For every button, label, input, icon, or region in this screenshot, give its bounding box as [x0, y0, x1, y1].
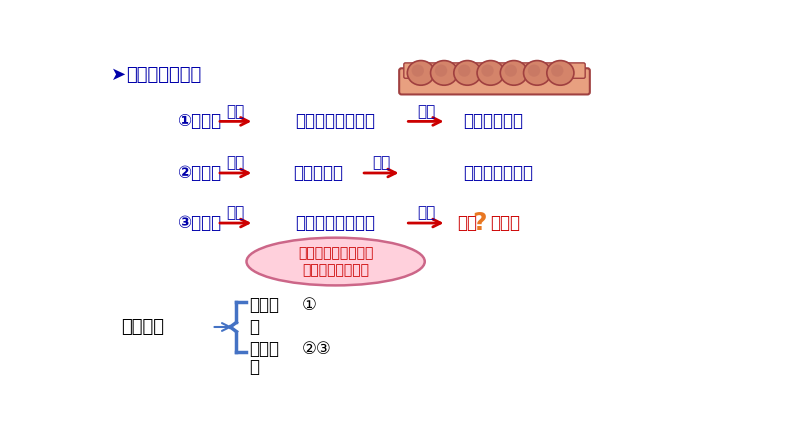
- Text: 胰腺不分泋胰液: 胰腺不分泋胰液: [464, 164, 534, 182]
- Text: 切除通向该段小肠的: 切除通向该段小肠的: [298, 246, 373, 260]
- Text: 结果: 结果: [417, 104, 435, 119]
- Text: 泋胰液: 泋胰液: [490, 214, 520, 232]
- Ellipse shape: [435, 64, 447, 77]
- Ellipse shape: [411, 64, 424, 77]
- Text: ：: ：: [249, 358, 259, 376]
- FancyBboxPatch shape: [399, 68, 590, 94]
- Text: 结果: 结果: [417, 206, 435, 220]
- Text: ③稀盐酸: ③稀盐酸: [177, 214, 221, 232]
- Ellipse shape: [454, 61, 481, 85]
- Text: ②③: ②③: [302, 340, 331, 358]
- Text: ：: ：: [249, 318, 259, 336]
- Text: 狗的血液中: 狗的血液中: [293, 164, 343, 182]
- Text: 对照组: 对照组: [249, 296, 279, 314]
- Text: ②稀盐酸: ②稀盐酸: [177, 164, 221, 182]
- Text: 胰腺分泋胰液: 胰腺分泋胰液: [464, 112, 523, 131]
- Ellipse shape: [246, 238, 425, 286]
- Ellipse shape: [481, 64, 494, 77]
- Text: 结果: 结果: [372, 156, 391, 170]
- Ellipse shape: [528, 64, 540, 77]
- Text: 沃泰默的实验：: 沃泰默的实验：: [126, 66, 202, 84]
- Text: 胰腺: 胰腺: [457, 214, 477, 232]
- Text: 注入: 注入: [226, 206, 245, 220]
- Text: ➤: ➤: [111, 66, 126, 84]
- Text: ①: ①: [302, 296, 316, 314]
- Ellipse shape: [458, 64, 471, 77]
- Ellipse shape: [477, 61, 504, 85]
- Ellipse shape: [430, 61, 457, 85]
- Text: 注入: 注入: [226, 156, 245, 170]
- Text: 神经，只留下血管: 神经，只留下血管: [303, 263, 369, 277]
- Text: 注入: 注入: [226, 104, 245, 119]
- Ellipse shape: [523, 61, 551, 85]
- Ellipse shape: [547, 61, 574, 85]
- Ellipse shape: [551, 64, 564, 77]
- Text: 狗的上段小肠肠腔: 狗的上段小肠肠腔: [295, 112, 376, 131]
- Text: ?: ?: [472, 211, 486, 235]
- Text: 对照实验: 对照实验: [121, 318, 164, 336]
- Ellipse shape: [407, 61, 434, 85]
- Text: ①稀盐酸: ①稀盐酸: [177, 112, 221, 131]
- FancyBboxPatch shape: [404, 63, 585, 78]
- Ellipse shape: [504, 64, 517, 77]
- Text: 狗的上段小肠肠腔: 狗的上段小肠肠腔: [295, 214, 376, 232]
- Text: 实验组: 实验组: [249, 340, 279, 358]
- Ellipse shape: [500, 61, 527, 85]
